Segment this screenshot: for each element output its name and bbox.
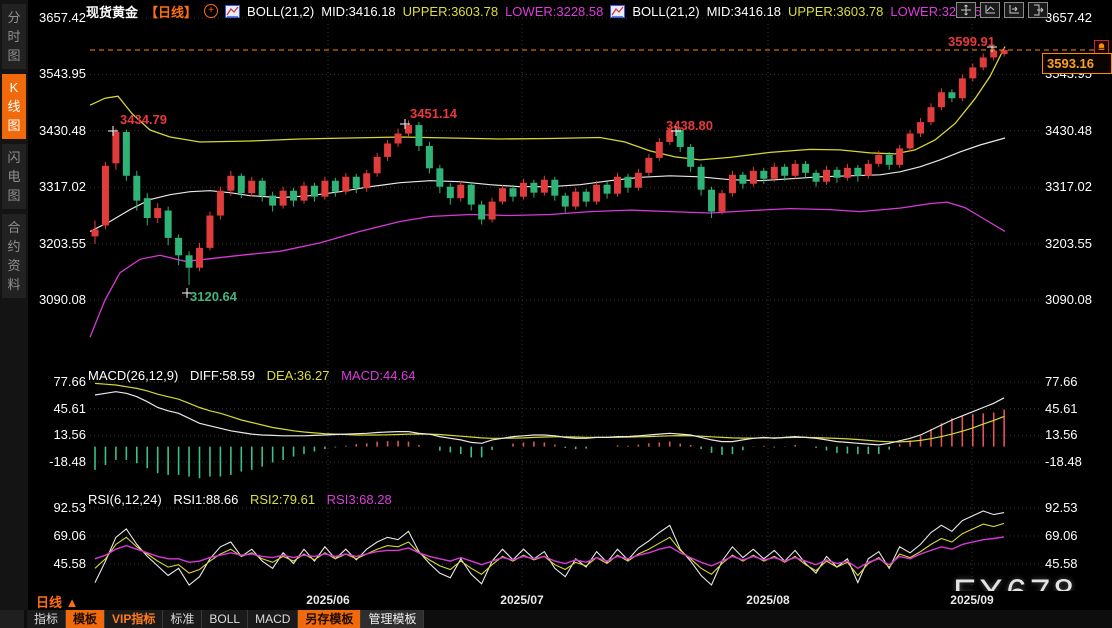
macd-axis-label: 77.66 [1045,373,1078,389]
sidebar-item-tab[interactable]: 合约资料 [2,214,26,298]
current-price-box: 3593.16 [1042,53,1112,74]
rsi1-value: RSI1:88.66 [173,492,239,507]
price-axis-label: 3203.55 [39,235,86,251]
boll-mid-2: MID:3416.18 [706,3,781,19]
indicator-chart-icon [610,4,626,18]
price-axis-label: 3090.08 [1045,291,1092,307]
rsi2-value: RSI2:79.61 [250,492,316,507]
macd-dea: DEA:36.27 [266,368,330,383]
tab-VIP指标[interactable]: VIP指标 [105,610,164,628]
rsi-axis-label: 69.06 [53,528,86,543]
boll-lower: LOWER:3228.58 [505,3,604,19]
macd-macd: MACD:44.64 [341,368,416,383]
x-axis-month-label: 2025/09 [950,593,994,607]
exit-icon[interactable] [1028,2,1048,18]
rsi-axis-label: 45.58 [1045,556,1078,572]
price-axis-label: 3430.48 [1045,122,1092,138]
x-axis-month-label: 2025/07 [500,593,544,607]
tab-指标[interactable]: 指标 [27,610,67,628]
macd-diff: DIFF:58.59 [189,368,255,383]
macd-axis-label: 45.61 [53,400,86,416]
macd-axis-label: 13.56 [1045,427,1078,443]
boll-name-2: BOLL(21,2) [632,3,700,19]
macd-axis-label: 45.61 [1045,400,1078,416]
boll-mid: MID:3416.18 [321,3,396,19]
rsi-header: RSI(6,12,24) RSI1:88.66 RSI2:79.61 RSI3:… [88,492,400,507]
rsi-axis-label: 92.53 [53,500,86,515]
price-annotation: 3438.80 [666,118,713,133]
add-indicator-icon[interactable]: + [204,4,219,18]
symbol-name: 现货黄金 [86,4,139,20]
price-axis-label: 3543.95 [39,66,86,82]
price-axis-label: 3317.02 [39,179,86,195]
period-dropdown-label: 日线 [36,595,63,610]
period-dropdown[interactable]: 日线 ▲ [36,592,79,611]
price-axis-label: 3317.02 [1045,179,1092,195]
period-label[interactable]: 【日线】 [145,4,198,20]
tab-另存模板[interactable]: 另存模板 [298,610,362,628]
chart-header: 现货黄金 【日线】 + BOLL(21,2) MID:3416.18 UPPER… [86,3,989,20]
tabbar-corner [0,610,24,628]
rsi3-value: RSI3:68.28 [326,492,392,507]
tab-标准[interactable]: 标准 [163,610,203,628]
price-axis-label: 3657.42 [39,10,86,25]
tab-BOLL[interactable]: BOLL [202,610,249,628]
macd-axis-label: -18.48 [49,453,86,469]
zoom-axis-icon[interactable] [980,2,1000,18]
boll-upper-2: UPPER:3603.78 [788,3,884,19]
sidebar-item-tab[interactable]: 闪电图 [2,144,26,209]
x-axis-row: 日线 ▲ 2025/06 2025/07 2025/08 2025/09 [0,591,1112,610]
tab-管理模板[interactable]: 管理模板 [361,610,425,628]
price-axis-label: 3090.08 [39,291,86,307]
x-axis-month-label: 2025/06 [306,593,350,607]
sidebar-item-tab[interactable]: 分时图 [2,4,26,69]
boll-name: BOLL(21,2) [247,3,315,19]
chart-toolbar [956,2,1048,18]
current-price-value: 3593.16 [1047,56,1094,71]
price-annotation: 3599.91 [948,34,995,49]
price-annotation: 3451.14 [410,106,457,121]
move-icon[interactable] [956,2,976,18]
macd-axis-label: 77.66 [53,373,86,389]
x-axis-month-label: 2025/08 [746,593,790,607]
rsi-axis-label: 92.53 [1045,500,1078,515]
pan-axis-icon[interactable] [1004,2,1024,18]
macd-header: MACD(26,12,9) DIFF:58.59 DEA:36.27 MACD:… [88,368,424,383]
price-axis-label: 3203.55 [1045,235,1092,251]
indicator-chart-icon [225,4,241,18]
alarm-icon[interactable] [1094,40,1109,54]
rsi-axis-label: 69.06 [1045,528,1078,543]
rsi-name: RSI(6,12,24) [88,492,162,507]
chevron-up-icon: ▲ [65,595,79,610]
boll-upper: UPPER:3603.78 [402,3,499,19]
price-axis-label: 3657.42 [1045,10,1092,25]
tab-MACD[interactable]: MACD [248,610,299,628]
price-annotation: 3434.79 [120,112,167,127]
macd-axis-label: -18.48 [1045,453,1082,469]
macd-name: MACD(26,12,9) [88,368,179,383]
tab-模板[interactable]: 模板 [66,610,106,628]
price-annotation: 3120.64 [190,289,237,304]
bottom-tabbar: 指标 模板 VIP指标 标准 BOLL MACD 另存模板 管理模板 [0,610,1112,628]
price-axis-label: 3430.48 [39,122,86,138]
rsi-axis-label: 45.58 [53,556,86,572]
macd-axis-label: 13.56 [53,427,86,443]
